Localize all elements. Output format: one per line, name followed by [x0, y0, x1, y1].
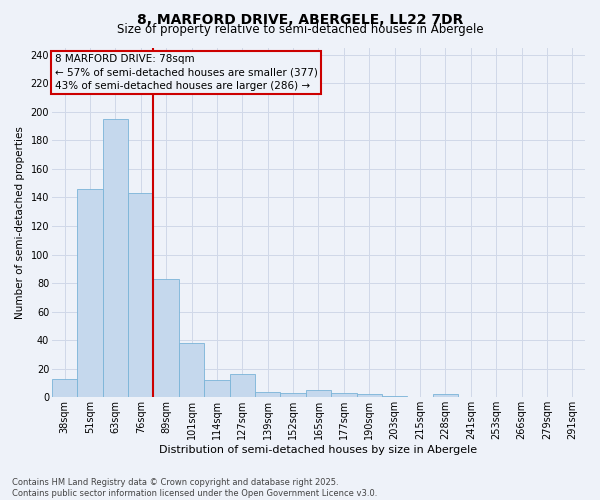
Bar — [280, 393, 306, 398]
Text: 8, MARFORD DRIVE, ABERGELE, LL22 7DR: 8, MARFORD DRIVE, ABERGELE, LL22 7DR — [137, 12, 463, 26]
Y-axis label: Number of semi-detached properties: Number of semi-detached properties — [15, 126, 25, 319]
Bar — [433, 394, 458, 398]
Bar — [230, 374, 255, 398]
Bar — [204, 380, 230, 398]
Text: Contains HM Land Registry data © Crown copyright and database right 2025.
Contai: Contains HM Land Registry data © Crown c… — [12, 478, 377, 498]
Bar — [179, 343, 204, 398]
Bar — [77, 189, 103, 398]
Bar — [103, 119, 128, 398]
Bar — [331, 393, 356, 398]
Bar — [128, 193, 154, 398]
Bar — [154, 279, 179, 398]
Bar — [52, 378, 77, 398]
X-axis label: Distribution of semi-detached houses by size in Abergele: Distribution of semi-detached houses by … — [160, 445, 478, 455]
Bar — [356, 394, 382, 398]
Text: Size of property relative to semi-detached houses in Abergele: Size of property relative to semi-detach… — [116, 22, 484, 36]
Bar — [306, 390, 331, 398]
Bar — [382, 396, 407, 398]
Bar — [255, 392, 280, 398]
Text: 8 MARFORD DRIVE: 78sqm
← 57% of semi-detached houses are smaller (377)
43% of se: 8 MARFORD DRIVE: 78sqm ← 57% of semi-det… — [55, 54, 317, 91]
